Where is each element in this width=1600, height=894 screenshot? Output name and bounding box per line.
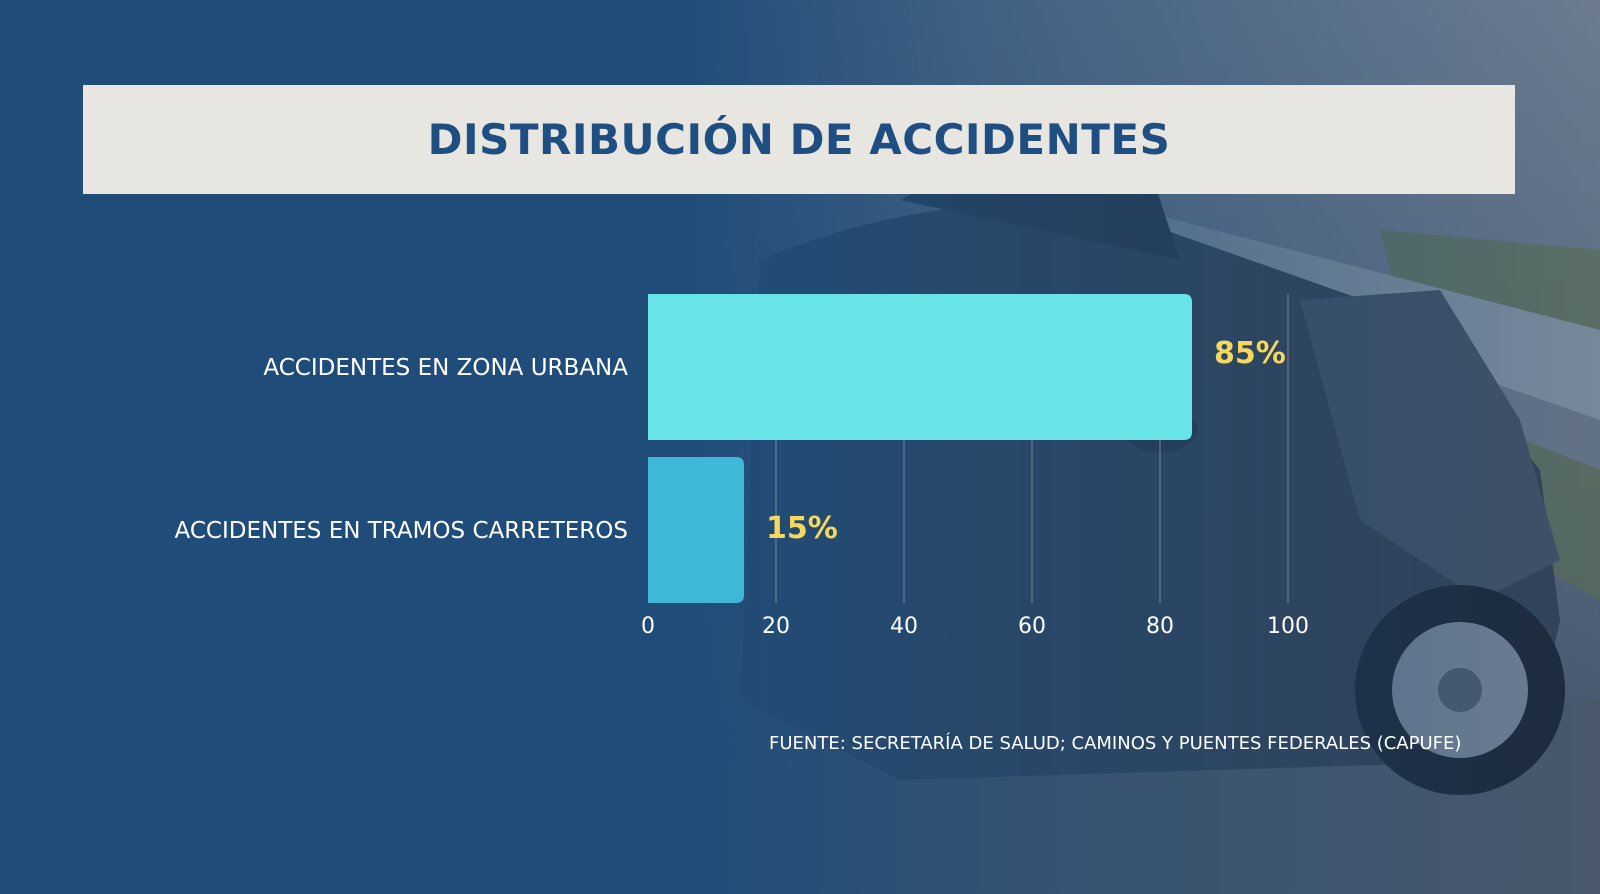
bar bbox=[648, 457, 744, 603]
labels: 0 20 40 60 80 100 ACCIDENTES EN ZONA URBANA 85%… bbox=[175, 336, 1309, 639]
x-tick-label: 20 bbox=[762, 614, 790, 639]
bar bbox=[648, 294, 1192, 440]
bars bbox=[648, 294, 1192, 603]
title-banner: DISTRIBUCIÓN DE ACCIDENTES bbox=[83, 85, 1515, 194]
x-tick-label: 0 bbox=[641, 614, 655, 639]
category-label: ACCIDENTES EN ZONA URBANA bbox=[263, 355, 628, 381]
x-tick-label: 40 bbox=[890, 614, 918, 639]
x-tick-label: 60 bbox=[1018, 614, 1046, 639]
x-tick-label: 100 bbox=[1267, 614, 1309, 639]
category-label: ACCIDENTES EN TRAMOS CARRETEROS bbox=[175, 518, 628, 544]
value-label: 85% bbox=[1214, 336, 1286, 371]
x-tick-label: 80 bbox=[1146, 614, 1174, 639]
value-label: 15% bbox=[766, 511, 838, 546]
source-note: FUENTE: SECRETARÍA DE SALUD; CAMINOS Y P… bbox=[769, 733, 1462, 754]
chart-title: DISTRIBUCIÓN DE ACCIDENTES bbox=[427, 115, 1171, 164]
